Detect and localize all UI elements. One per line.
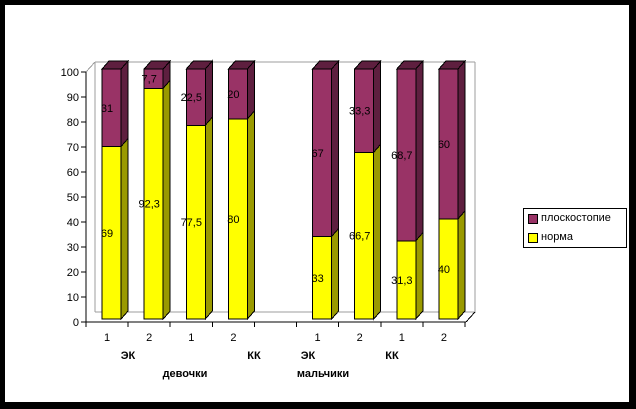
x-group-label: ЭК	[301, 350, 316, 362]
data-label-norm: 80	[227, 214, 239, 226]
data-label-norm: 69	[101, 228, 113, 240]
legend-label: плоскостопие	[541, 212, 611, 224]
x-category-label: 2	[441, 332, 447, 344]
y-axis-label: 10	[67, 292, 79, 304]
bar-side-flatfoot	[204, 59, 213, 127]
y-axis-label: 40	[67, 217, 79, 229]
bar-side-norm	[120, 137, 129, 321]
legend-item: плоскостопие	[528, 209, 626, 228]
data-label-flatfoot: 67	[311, 148, 323, 160]
bar-side-flatfoot	[120, 59, 129, 148]
y-axis-label: 100	[61, 67, 79, 79]
x-group-label: ЭК	[121, 350, 136, 362]
x-category-label: 1	[188, 332, 194, 344]
y-axis-label: 50	[67, 192, 79, 204]
legend-box: плоскостопие норма	[523, 208, 627, 248]
x-group-label: КК	[247, 350, 261, 362]
data-label-flatfoot: 33,3	[349, 106, 370, 118]
y-axis-label: 20	[67, 267, 79, 279]
x-category-label: 1	[315, 332, 321, 344]
legend-swatch-icon	[528, 232, 538, 243]
bar-front-norm	[101, 146, 122, 320]
data-label-flatfoot: 60	[438, 139, 450, 151]
data-label-flatfoot: 7,7	[142, 74, 157, 86]
bar-side-norm	[457, 209, 466, 321]
bar-front-norm	[312, 236, 333, 320]
x-family-label: мальчики	[297, 368, 349, 380]
bar-front-norm	[185, 124, 206, 320]
bar-side-norm	[331, 227, 340, 321]
bar-side-flatfoot	[457, 59, 466, 221]
bar-front-norm	[143, 87, 164, 320]
y-axis-label: 70	[67, 142, 79, 154]
bar-front-norm	[438, 218, 459, 320]
y-axis-label: 90	[67, 92, 79, 104]
bar-side-norm	[204, 115, 213, 321]
x-category-label: 2	[146, 332, 152, 344]
bar-side-norm	[246, 109, 255, 321]
data-label-norm: 77,5	[181, 217, 202, 229]
x-category-label: 1	[399, 332, 405, 344]
wall-top-left-diagonal	[85, 61, 96, 73]
x-category-label: 2	[230, 332, 236, 344]
bar-front-norm	[227, 118, 248, 320]
data-label-norm: 33	[311, 273, 323, 285]
y-axis-label: 80	[67, 117, 79, 129]
legend-item: норма	[528, 228, 626, 247]
data-label-flatfoot: 31	[101, 103, 113, 115]
data-label-norm: 66,7	[349, 231, 370, 243]
bar-front-norm	[396, 240, 417, 320]
bar-side-norm	[415, 231, 424, 321]
data-label-norm: 92,3	[138, 199, 159, 211]
data-label-flatfoot: 20	[227, 89, 239, 101]
y-axis-label: 60	[67, 167, 79, 179]
data-label-norm: 31,3	[391, 275, 412, 287]
data-label-flatfoot: 68,7	[391, 150, 412, 162]
data-label-flatfoot: 22,5	[181, 92, 202, 104]
legend-swatch-icon	[528, 213, 538, 224]
bar-side-flatfoot	[246, 59, 255, 121]
y-axis-label: 30	[67, 242, 79, 254]
x-axis-depth-diagonal	[465, 311, 476, 323]
bar-side-norm	[373, 142, 382, 321]
bar-side-flatfoot	[331, 59, 340, 238]
x-category-label: 2	[357, 332, 363, 344]
data-label-norm: 40	[438, 264, 450, 276]
x-family-label: девочки	[163, 368, 208, 380]
bar-side-norm	[162, 78, 171, 321]
y-axis-label: 0	[73, 317, 79, 329]
bar-side-flatfoot	[415, 59, 424, 243]
legend-label: норма	[541, 231, 573, 243]
bar-side-flatfoot	[373, 59, 382, 154]
bar-front-norm	[354, 151, 375, 320]
x-category-label: 1	[104, 332, 110, 344]
x-group-label: КК	[385, 350, 399, 362]
